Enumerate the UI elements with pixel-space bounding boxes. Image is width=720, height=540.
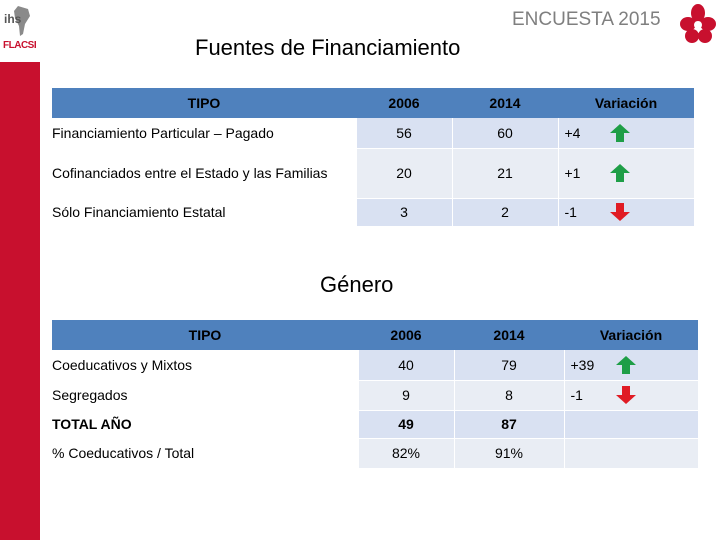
row-type: Sólo Financiamiento Estatal: [52, 198, 356, 227]
column-header: 2014: [493, 327, 525, 343]
flower-icon: [680, 4, 716, 43]
column-header: TIPO: [187, 95, 221, 111]
variation-value: +4: [564, 124, 581, 141]
sidebar-stripe: [0, 0, 40, 540]
variation-cell: +1: [557, 148, 694, 199]
gender-table: TIPO 2006 2014 Variación Coeducativos y …: [52, 320, 698, 469]
value-2014: 2: [451, 198, 558, 227]
value-2006: 82%: [357, 438, 454, 469]
variation-cell: -1: [563, 380, 698, 411]
financing-table: TIPO 2006 2014 Variación Financiamiento …: [52, 88, 694, 227]
variation-value: -1: [564, 204, 577, 220]
table-row: TOTAL AÑO 49 87: [52, 410, 698, 439]
variation-cell: [563, 410, 698, 439]
up-arrow-icon: [615, 355, 636, 374]
table-header-row: TIPO 2006 2014 Variación: [52, 320, 698, 350]
column-header: 2006: [390, 327, 422, 343]
value-2014: 60: [451, 118, 558, 149]
variation-value: -1: [570, 387, 583, 403]
row-type: Financiamiento Particular – Pagado: [52, 118, 356, 149]
column-header: 2006: [388, 95, 420, 111]
value-2014: 8: [453, 380, 564, 411]
row-type: TOTAL AÑO: [52, 410, 358, 439]
column-header: Variación: [599, 327, 663, 343]
down-arrow-icon: [609, 203, 630, 221]
logo-ihs-text: ihs: [4, 12, 22, 26]
value-2006: 9: [357, 380, 454, 411]
table-row: Sólo Financiamiento Estatal 3 2 -1: [52, 198, 694, 227]
value-2014: 79: [453, 350, 564, 381]
value-2014: 91%: [453, 438, 564, 469]
variation-value: +39: [570, 356, 595, 373]
value-2006: 49: [357, 410, 454, 439]
column-header: Variación: [594, 95, 658, 111]
value-2006: 20: [355, 148, 452, 199]
row-type: Coeducativos y Mixtos: [52, 350, 358, 381]
table-row: Financiamiento Particular – Pagado 56 60…: [52, 118, 694, 149]
variation-cell: -1: [557, 198, 694, 227]
table-row: % Coeducativos / Total 82% 91%: [52, 438, 698, 469]
variation-cell: +4: [557, 118, 694, 149]
financing-title: Fuentes de Financiamiento: [195, 35, 461, 60]
value-2014: 87: [453, 410, 564, 439]
row-type: % Coeducativos / Total: [52, 438, 358, 469]
table-row: Segregados 9 8 -1: [52, 380, 698, 411]
table-header-row: TIPO 2006 2014 Variación: [52, 88, 694, 118]
value-2006: 3: [355, 198, 452, 227]
down-arrow-icon: [615, 386, 636, 404]
logo-flacsi-text: FLACSI: [3, 40, 37, 51]
gender-title: Género: [320, 272, 394, 297]
variation-cell: +39: [563, 350, 698, 381]
column-header: 2014: [489, 95, 521, 111]
value-2014: 21: [451, 148, 558, 199]
variation-value: +1: [564, 165, 581, 181]
up-arrow-icon: [609, 164, 630, 182]
up-arrow-icon: [609, 123, 630, 142]
table-row: Cofinanciados entre el Estado y las Fami…: [52, 148, 694, 199]
variation-cell: [563, 438, 698, 469]
map-icon: [14, 6, 30, 36]
value-2006: 40: [357, 350, 454, 381]
row-type: Cofinanciados entre el Estado y las Fami…: [52, 148, 356, 199]
logo: ihs FLACSI: [0, 0, 40, 62]
survey-title: ENCUESTA 2015: [512, 9, 661, 30]
row-type: Segregados: [52, 380, 358, 411]
value-2006: 56: [355, 118, 452, 149]
table-row: Coeducativos y Mixtos 40 79 +39: [52, 350, 698, 381]
column-header: TIPO: [188, 327, 222, 343]
